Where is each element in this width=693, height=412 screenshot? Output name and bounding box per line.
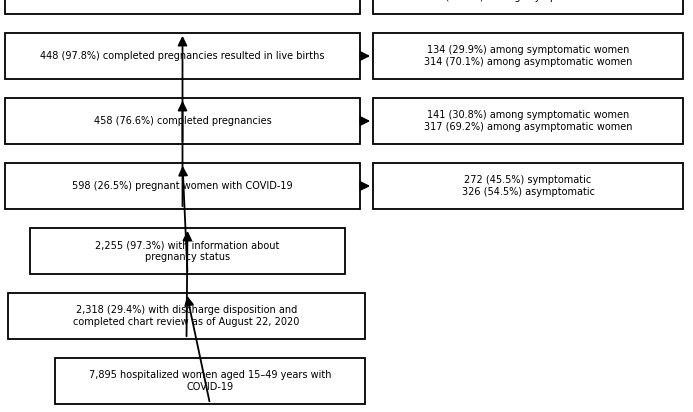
- FancyBboxPatch shape: [8, 293, 365, 339]
- FancyBboxPatch shape: [373, 0, 683, 14]
- FancyBboxPatch shape: [373, 163, 683, 209]
- Text: 141 (30.8%) among symptomatic women
317 (69.2%) among asymptomatic women: 141 (30.8%) among symptomatic women 317 …: [423, 110, 632, 132]
- Text: 272 (45.5%) symptomatic
326 (54.5%) asymptomatic: 272 (45.5%) symptomatic 326 (54.5%) asym…: [462, 175, 595, 197]
- Text: 134 (30.1%) among symptomatic women
311 (69.9%) among asymptomatic women: 134 (30.1%) among symptomatic women 311 …: [424, 0, 632, 2]
- FancyBboxPatch shape: [373, 33, 683, 79]
- FancyBboxPatch shape: [5, 163, 360, 209]
- Text: 134 (29.9%) among symptomatic women
314 (70.1%) among asymptomatic women: 134 (29.9%) among symptomatic women 314 …: [424, 45, 632, 67]
- Text: 598 (26.5%) pregnant women with COVID-19: 598 (26.5%) pregnant women with COVID-19: [72, 181, 293, 191]
- FancyBboxPatch shape: [30, 228, 345, 274]
- FancyBboxPatch shape: [5, 33, 360, 79]
- FancyBboxPatch shape: [5, 0, 360, 14]
- Text: 2,318 (29.4%) with discharge disposition and
completed chart review as of August: 2,318 (29.4%) with discharge disposition…: [73, 305, 299, 327]
- FancyBboxPatch shape: [55, 358, 365, 404]
- Text: 458 (76.6%) completed pregnancies: 458 (76.6%) completed pregnancies: [94, 116, 272, 126]
- FancyBboxPatch shape: [5, 98, 360, 144]
- FancyBboxPatch shape: [373, 98, 683, 144]
- Text: 2,255 (97.3%) with information about
pregnancy status: 2,255 (97.3%) with information about pre…: [96, 240, 280, 262]
- Text: 7,895 hospitalized women aged 15–49 years with
COVID-19: 7,895 hospitalized women aged 15–49 year…: [89, 370, 331, 392]
- Text: 448 (97.8%) completed pregnancies resulted in live births: 448 (97.8%) completed pregnancies result…: [40, 51, 325, 61]
